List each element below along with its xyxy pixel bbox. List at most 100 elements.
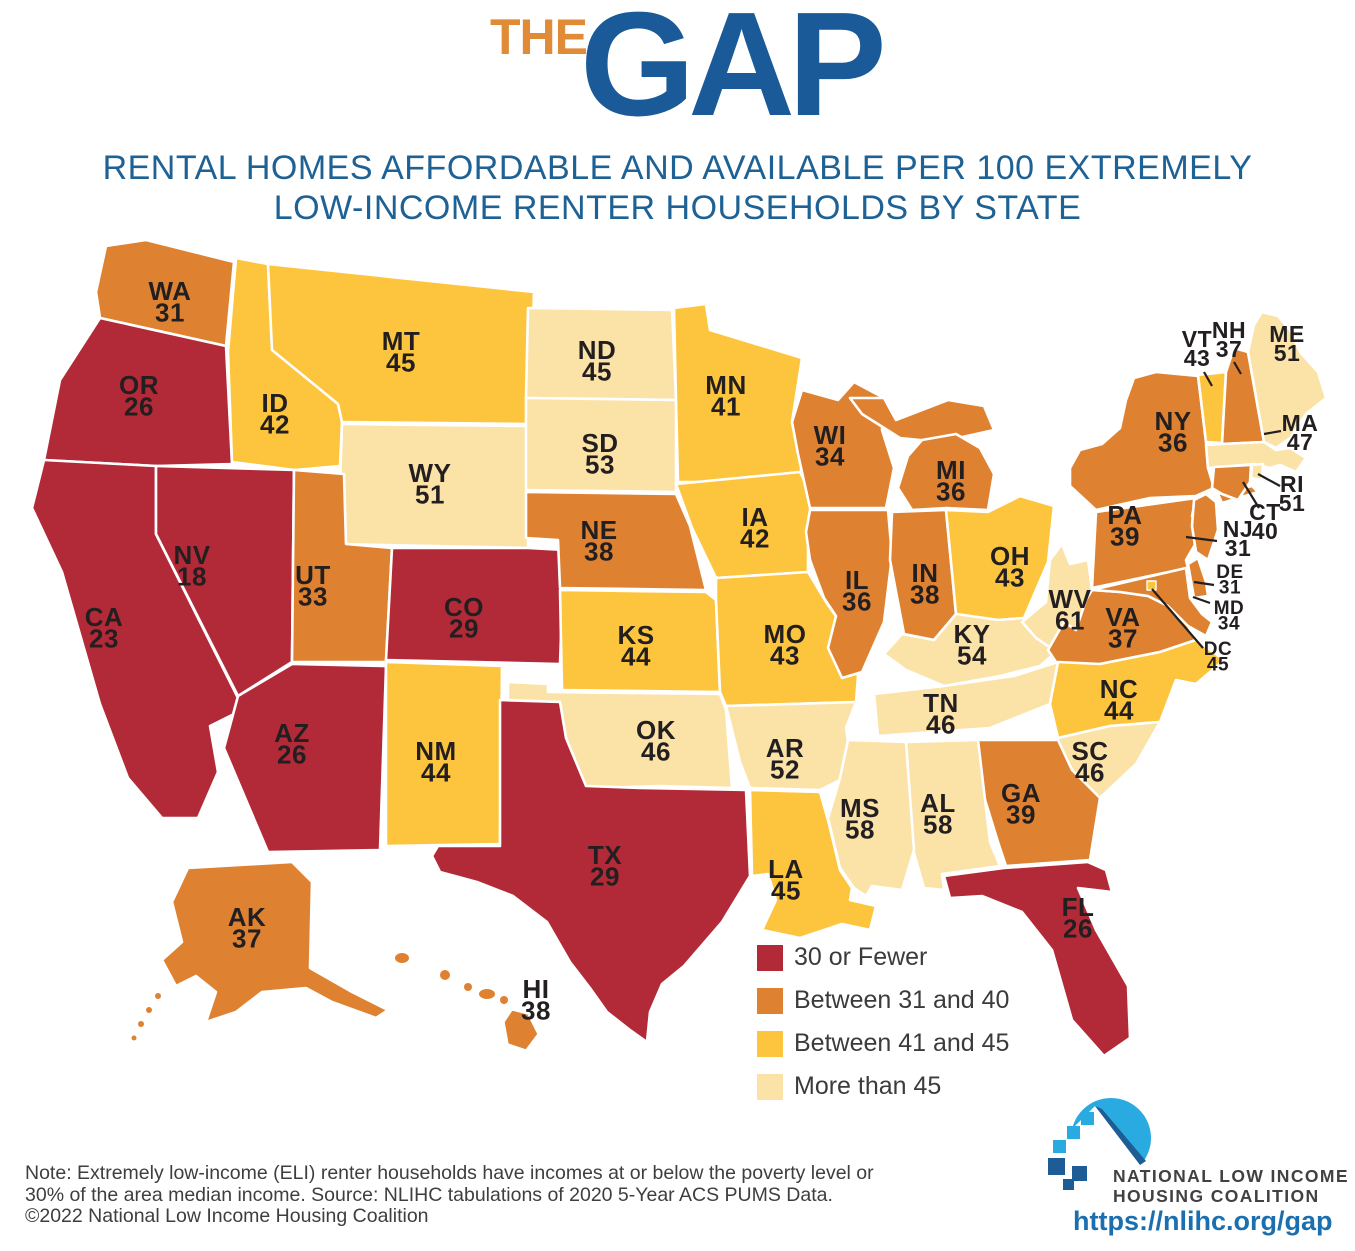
state-label-nd: ND 45 xyxy=(578,335,617,386)
state-label-tn: TN 46 xyxy=(923,688,959,739)
state-label-sd: SD 53 xyxy=(581,428,618,479)
legend-item-more-than-45: More than 45 xyxy=(757,1072,1009,1100)
us-choropleth-map: WA 31 OR 26 CA 23 NV 18 ID 42 MT 45 WY 51 UT 33 … xyxy=(30,238,1328,1058)
state-label-pa: PA 39 xyxy=(1107,500,1142,551)
state-mo xyxy=(714,570,860,708)
state-label-al: AL 58 xyxy=(920,788,956,839)
state-label-vt: VT 43 xyxy=(1182,326,1212,371)
state-label-tx: TX 29 xyxy=(588,840,622,891)
state-me xyxy=(1246,310,1328,450)
state-tx xyxy=(430,698,752,1044)
callout-line-nj xyxy=(1185,535,1218,543)
state-ak-island xyxy=(146,1007,152,1013)
state-label-mn: MN 41 xyxy=(705,370,746,421)
state-label-ct: CT 40 xyxy=(1249,499,1281,544)
state-ak-island xyxy=(131,1035,137,1041)
subtitle: RENTAL HOMES AFFORDABLE AND AVAILABLE PE… xyxy=(0,148,1355,228)
state-ms xyxy=(826,738,916,898)
state-fl xyxy=(942,860,1132,1058)
subtitle-line2: LOW-INCOME RENTER HOUSEHOLDS BY STATE xyxy=(273,189,1082,227)
state-label-ok: OK 46 xyxy=(636,715,676,766)
state-label-ia: IA 42 xyxy=(740,502,770,553)
state-label-ne: NE 38 xyxy=(580,515,617,566)
map-legend: 30 or Fewer Between 31 and 40 Between 41… xyxy=(757,943,1009,1116)
state-label-il: IL 36 xyxy=(842,565,872,616)
state-hi-island xyxy=(479,989,495,999)
nlihc-gap-link[interactable]: https://nlihc.org/gap xyxy=(1073,1206,1333,1236)
callout-line-ct xyxy=(1242,481,1260,509)
state-ak-island xyxy=(138,1021,144,1027)
source-note: Note: Extremely low-income (ELI) renter … xyxy=(25,1162,874,1228)
state-label-wv: WV 61 xyxy=(1049,584,1092,635)
state-ga xyxy=(976,738,1102,868)
callout-line-dc xyxy=(1151,588,1204,649)
state-ri xyxy=(1249,462,1265,482)
state-label-ga: GA 39 xyxy=(1001,778,1041,829)
state-hi-island xyxy=(440,970,450,980)
state-az xyxy=(222,662,388,854)
state-nc xyxy=(1048,638,1226,740)
callout-line-ri xyxy=(1257,473,1281,487)
state-ny xyxy=(1068,370,1216,512)
legend-item-30-or-fewer: 30 or Fewer xyxy=(757,943,1009,971)
state-label-ma: MA 47 xyxy=(1282,410,1319,455)
state-label-me: ME 51 xyxy=(1269,321,1305,366)
state-label-id: ID 42 xyxy=(260,388,290,439)
legend-item-31-40: Between 31 and 40 xyxy=(757,986,1009,1014)
state-label-ms: MS 58 xyxy=(840,793,880,844)
state-label-wi: WI 34 xyxy=(814,420,847,471)
nlihc-org-name: NATIONAL LOW INCOME HOUSING COALITION xyxy=(1113,1166,1349,1206)
callout-line-ma xyxy=(1263,429,1282,436)
state-wv xyxy=(1020,542,1094,652)
state-labels: WA 31 OR 26 CA 23 NV 18 ID 42 MT 45 WY 51 UT 33 … xyxy=(85,276,1319,1025)
state-label-nm: NM 44 xyxy=(415,736,456,787)
state-label-fl: FL 26 xyxy=(1062,892,1095,943)
legend-item-41-45: Between 41 and 45 xyxy=(757,1029,1009,1057)
title-the: THE xyxy=(490,9,588,65)
state-hi-island xyxy=(500,996,508,1004)
state-label-nc: NC 44 xyxy=(1100,674,1139,725)
callout-line-nh xyxy=(1233,361,1242,375)
callout-line-md xyxy=(1192,595,1211,605)
title-gap: GAP xyxy=(580,0,887,147)
note-line1: Note: Extremely low-income (ELI) renter … xyxy=(25,1162,874,1184)
state-ak xyxy=(160,860,390,1024)
state-label-az: AZ 26 xyxy=(274,718,310,769)
state-shapes xyxy=(30,238,1328,1058)
state-label-de: DE 31 xyxy=(1216,562,1243,599)
state-al xyxy=(904,738,1002,892)
state-label-ky: KY 54 xyxy=(953,619,990,670)
state-md xyxy=(1090,566,1214,638)
legend-swatch-31-40 xyxy=(757,987,783,1014)
state-label-mo: MO 43 xyxy=(764,619,807,670)
callout-line-vt xyxy=(1203,371,1213,387)
state-label-wa: WA 31 xyxy=(149,276,192,327)
state-label-mi: MI 36 xyxy=(936,455,966,506)
state-label-la: LA 45 xyxy=(768,854,804,905)
state-label-nj: NJ 31 xyxy=(1223,516,1253,561)
state-hi-big-island xyxy=(503,1009,539,1051)
state-label-hi: HI 38 xyxy=(521,974,551,1025)
state-mi-upper xyxy=(848,396,996,444)
state-label-ca: CA 23 xyxy=(85,602,124,653)
legend-swatch-more-than-45 xyxy=(757,1073,783,1100)
state-hi-island xyxy=(395,953,409,963)
state-nj xyxy=(1190,492,1220,562)
state-label-in: IN 38 xyxy=(910,558,940,609)
state-ct xyxy=(1210,463,1253,502)
state-label-nv: NV 18 xyxy=(173,540,210,591)
subtitle-line1: RENTAL HOMES AFFORDABLE AND AVAILABLE PE… xyxy=(102,149,1253,187)
state-ak-island xyxy=(155,993,161,999)
state-label-co: CO 29 xyxy=(444,592,484,643)
org-line1: NATIONAL LOW INCOME xyxy=(1113,1166,1349,1186)
callout-line-de xyxy=(1193,580,1215,587)
legend-label: 30 or Fewer xyxy=(794,943,928,971)
state-de xyxy=(1186,556,1210,600)
state-mt xyxy=(266,262,536,426)
state-label-va: VA 37 xyxy=(1105,602,1140,653)
state-mi-lower xyxy=(896,432,996,512)
state-hi-island xyxy=(464,983,472,991)
state-label-or: OR 26 xyxy=(119,370,159,421)
state-dc xyxy=(1146,580,1157,591)
